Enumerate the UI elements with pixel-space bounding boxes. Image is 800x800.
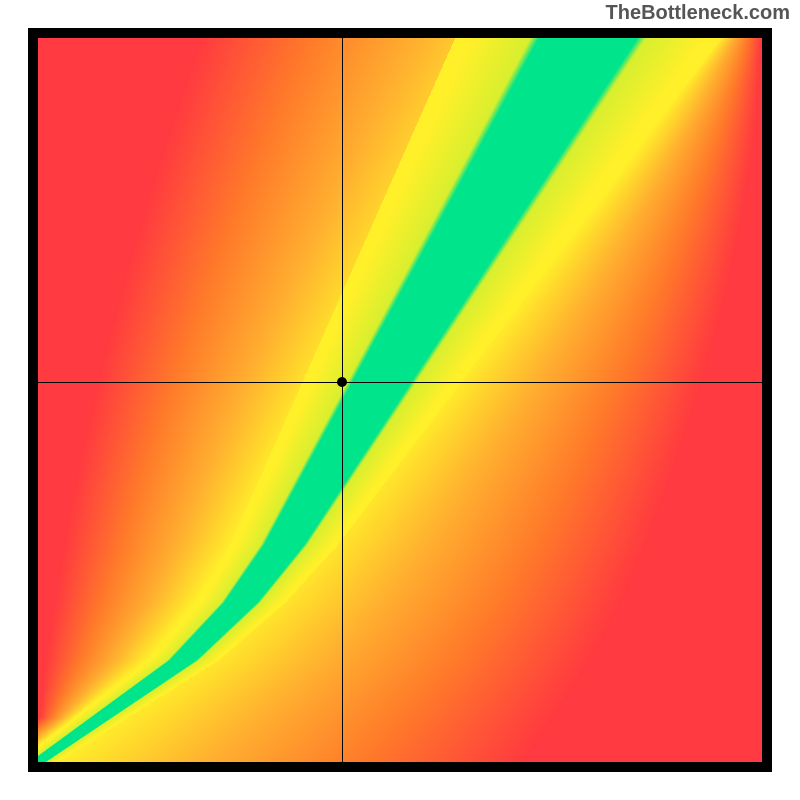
watermark-text: TheBottleneck.com xyxy=(606,2,790,25)
bottleneck-heatmap xyxy=(38,38,762,762)
crosshair-marker xyxy=(337,377,347,387)
chart-container: TheBottleneck.com xyxy=(0,0,800,800)
chart-frame xyxy=(28,28,772,772)
chart-inner xyxy=(38,38,762,762)
crosshair-horizontal xyxy=(38,382,762,383)
crosshair-vertical xyxy=(342,38,343,762)
